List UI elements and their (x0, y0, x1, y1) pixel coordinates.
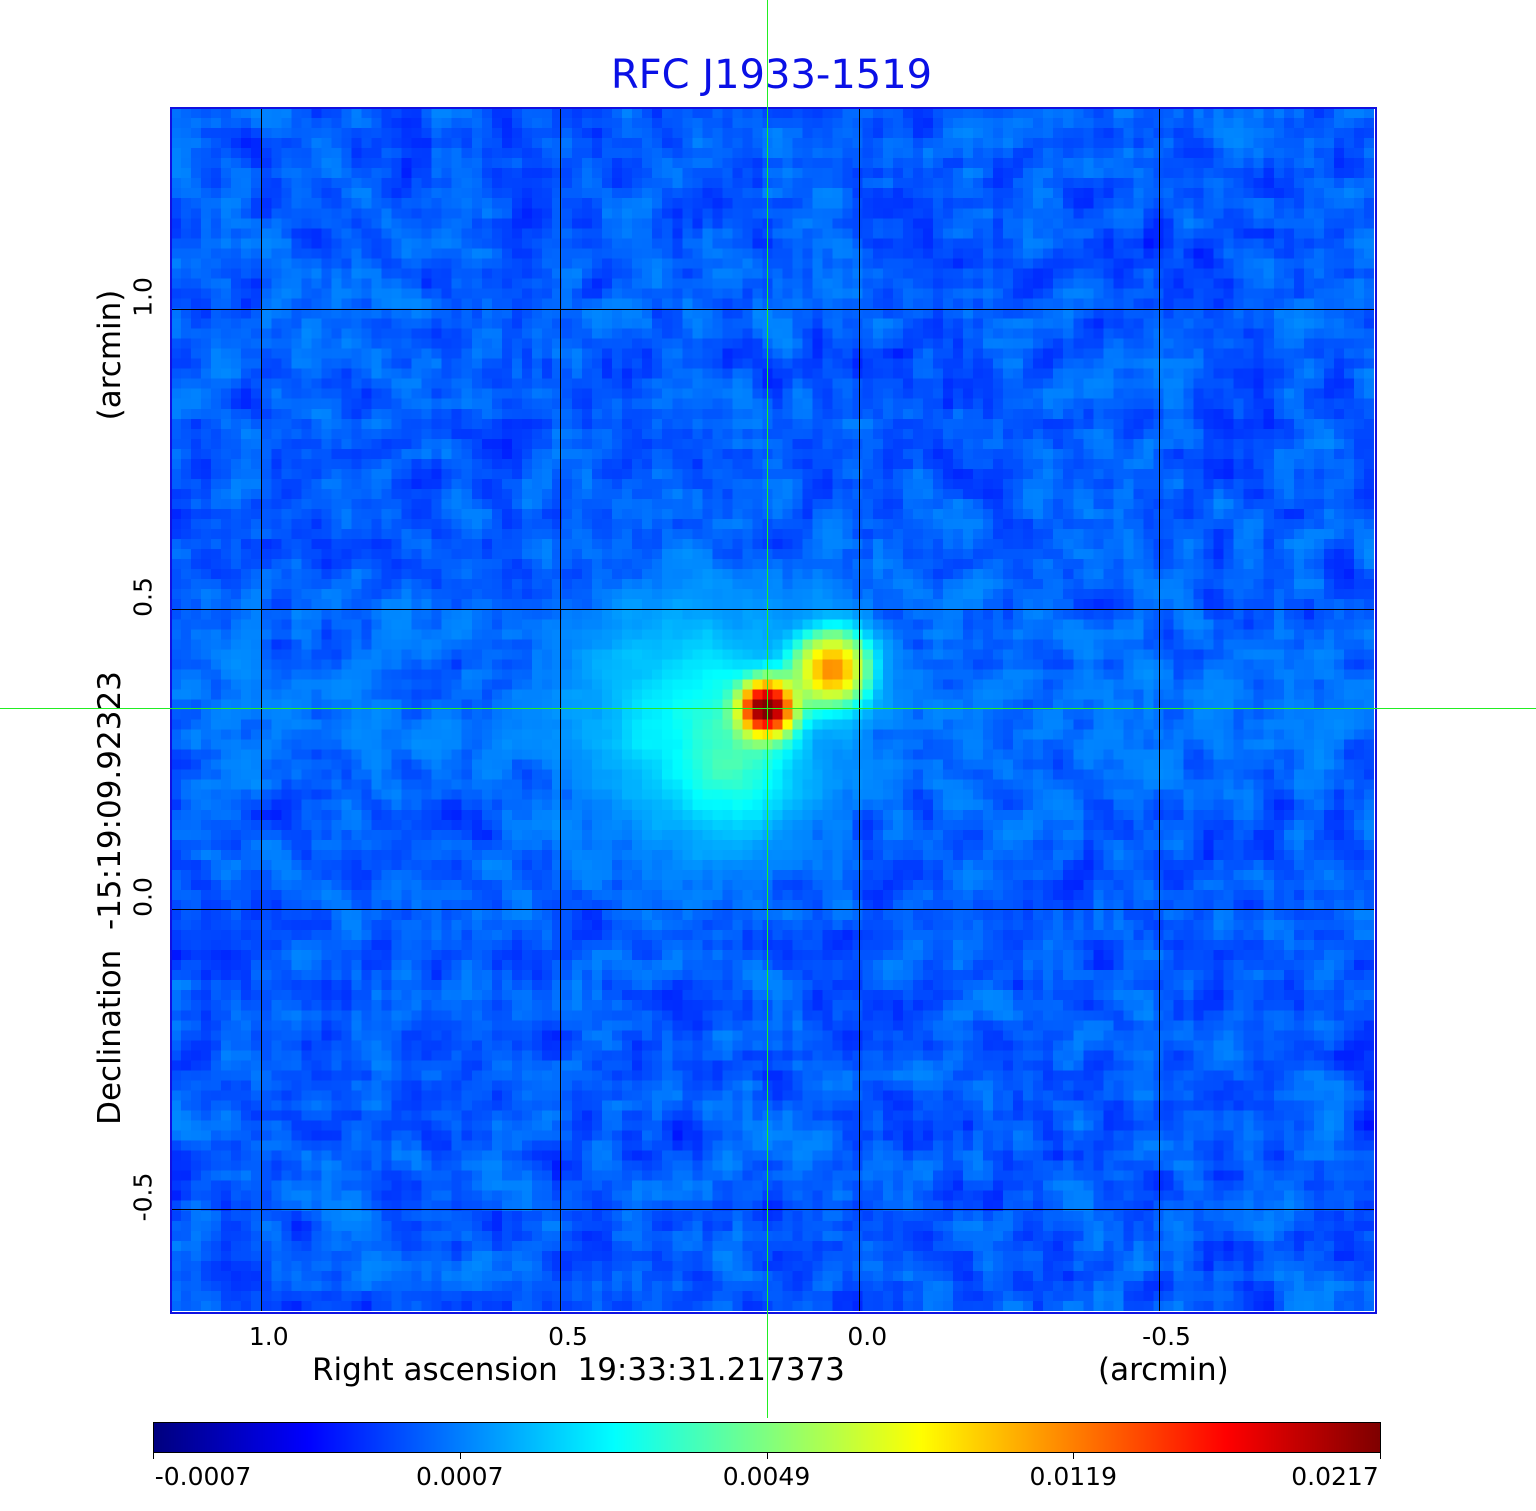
grid-line-x (1158, 108, 1160, 1311)
grid-line-y (171, 1209, 1374, 1210)
image-plot-area[interactable] (171, 108, 1374, 1311)
colorbar-tick-label: 0.0119 (1029, 1462, 1117, 1491)
x-axis-label: Right ascension 19:33:31.217373 (312, 1352, 845, 1388)
grid-line-y (171, 609, 1374, 610)
x-tick-label: 0.0 (847, 1322, 888, 1351)
y-axis-unit: (arcmin) (92, 289, 128, 421)
chart-title: RFC J1933-1519 (610, 52, 933, 98)
colorbar-tick-label: -0.0007 (154, 1462, 252, 1491)
colorbar-tick-label: 0.0007 (416, 1462, 504, 1491)
colorbar-tick-mark (766, 1453, 768, 1459)
crosshair-horizontal (0, 708, 1536, 709)
grid-line-x (260, 108, 262, 1311)
x-tick-label: 0.5 (548, 1322, 588, 1351)
y-axis-label: Declination -15:19:09.92323 (92, 671, 128, 1125)
colorbar-tick-mark (153, 1453, 154, 1459)
colorbar-tick-mark (1380, 1453, 1381, 1459)
x-tick-label: -0.5 (1142, 1322, 1191, 1351)
grid-line-y (171, 909, 1374, 910)
colorbar-tick-mark (459, 1453, 461, 1459)
colorbar-tick-mark (1073, 1453, 1075, 1459)
y-tick-label: 1.0 (128, 277, 158, 317)
x-axis-unit: (arcmin) (1098, 1352, 1229, 1388)
grid-line-y (171, 309, 1374, 310)
grid-line-x (859, 108, 861, 1311)
sky-image-heatmap[interactable] (171, 108, 1374, 1311)
grid-line-x (560, 108, 562, 1311)
y-tick-label: -0.5 (128, 1172, 158, 1222)
x-tick-label: 1.0 (248, 1322, 289, 1351)
y-tick-label: 0.0 (128, 877, 158, 917)
colorbar-tick-label: 0.0217 (1291, 1462, 1379, 1491)
crosshair-vertical (767, 0, 768, 1418)
y-tick-label: 0.5 (128, 577, 158, 617)
colorbar-tick-label: 0.0049 (722, 1462, 811, 1491)
colorbar (153, 1422, 1381, 1453)
